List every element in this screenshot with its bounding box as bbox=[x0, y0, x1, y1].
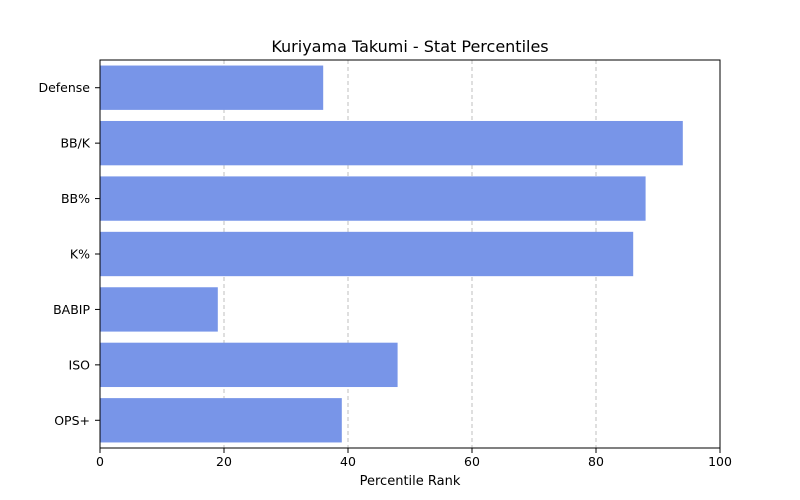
y-axis-ticks: Defense BB/K BB% K% BABIP ISO OPS+ bbox=[38, 80, 100, 428]
y-tick-label: Defense bbox=[38, 80, 90, 95]
y-tick-label: BB/K bbox=[60, 136, 90, 151]
y-tick-label: OPS+ bbox=[54, 413, 90, 428]
bar-k- bbox=[100, 231, 634, 277]
x-tick-label: 40 bbox=[340, 454, 356, 469]
bar-ops- bbox=[100, 398, 342, 443]
y-tick-label: K% bbox=[70, 247, 90, 262]
y-tick-label: ISO bbox=[69, 357, 91, 372]
bar-defense bbox=[100, 65, 324, 110]
x-axis-ticks: 0 20 40 60 80 100 bbox=[96, 448, 732, 469]
y-tick-label: BB% bbox=[61, 191, 90, 206]
x-tick-label: 80 bbox=[588, 454, 604, 469]
bar-iso bbox=[100, 342, 398, 388]
x-tick-label: 20 bbox=[216, 454, 232, 469]
bar-bb- bbox=[100, 176, 646, 221]
bars-group bbox=[100, 65, 683, 443]
bar-bb-k bbox=[100, 120, 683, 166]
x-tick-label: 60 bbox=[464, 454, 480, 469]
x-tick-label: 100 bbox=[708, 454, 732, 469]
chart-title: Kuriyama Takumi - Stat Percentiles bbox=[271, 37, 548, 56]
y-tick-label: BABIP bbox=[53, 302, 90, 317]
x-axis-label: Percentile Rank bbox=[360, 474, 461, 489]
bar-babip bbox=[100, 287, 218, 332]
x-tick-label: 0 bbox=[96, 454, 104, 469]
